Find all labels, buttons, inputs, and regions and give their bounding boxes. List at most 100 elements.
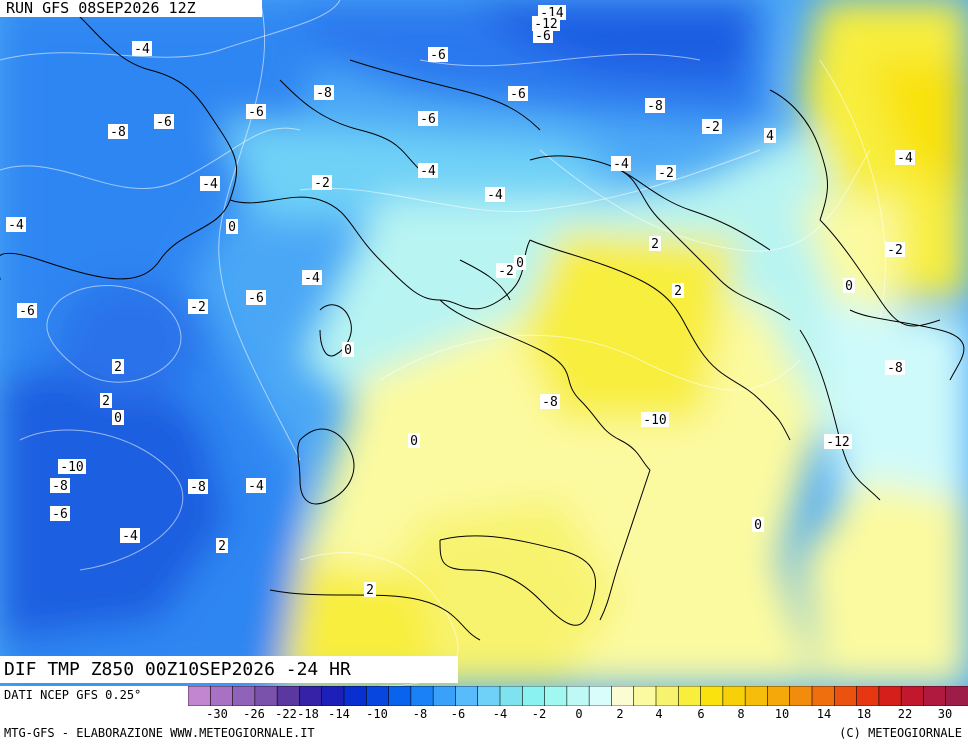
- label-text: -6: [52, 507, 68, 522]
- label-background: [246, 478, 266, 493]
- label-text: -4: [897, 151, 913, 166]
- contour-label: -8: [188, 479, 208, 495]
- legend-swatch: [945, 686, 968, 706]
- contour-label: -2: [702, 119, 722, 135]
- label-background: [752, 517, 764, 532]
- label-text: 4: [766, 129, 774, 144]
- label-background: [302, 270, 322, 285]
- contour-label: -6: [418, 111, 438, 127]
- label-text: -2: [190, 300, 206, 315]
- label-text: -2: [314, 176, 330, 191]
- color-legend: [188, 686, 968, 706]
- label-text: -6: [248, 105, 264, 120]
- label-background: [314, 85, 334, 100]
- contour-label: -2: [656, 165, 676, 181]
- contour-label: -4: [895, 150, 915, 166]
- legend-tick: 22: [897, 707, 913, 721]
- label-background: [656, 165, 676, 180]
- contour-label: -6: [246, 104, 266, 120]
- label-background: [188, 299, 208, 314]
- contour-label: 4: [764, 128, 776, 144]
- contour-label: -4: [485, 187, 505, 203]
- contour-label: -8: [540, 394, 560, 410]
- contour-label: -8: [645, 98, 665, 114]
- legend-swatch: [477, 686, 501, 706]
- label-background: [120, 528, 140, 543]
- label-background: [408, 433, 420, 448]
- legend-swatch: [878, 686, 902, 706]
- label-background: [418, 111, 438, 126]
- label-background: [418, 163, 438, 178]
- legend-swatch: [432, 686, 457, 706]
- contour-label: -10: [641, 412, 669, 428]
- contour-label: -12: [824, 434, 852, 450]
- legend-tick: -14: [328, 707, 350, 721]
- label-background: [200, 176, 220, 191]
- label-background: [533, 28, 553, 43]
- label-text: -4: [134, 42, 150, 57]
- legend-swatch: [744, 686, 769, 706]
- label-text: 0: [516, 256, 524, 271]
- legend-swatch: [232, 686, 256, 706]
- label-background: [885, 242, 905, 257]
- contour-label: -10: [58, 459, 86, 475]
- contour-label: -6: [154, 114, 174, 130]
- label-background: [672, 283, 684, 298]
- label-text: -2: [658, 166, 674, 181]
- label-text: 2: [366, 583, 374, 598]
- contour-label: -4: [120, 528, 140, 544]
- label-text: -8: [647, 99, 663, 114]
- contour-label: -8: [885, 360, 905, 376]
- legend-swatch: [811, 686, 836, 706]
- label-text: 0: [754, 518, 762, 533]
- legend-swatch: [544, 686, 568, 706]
- temperature-difference-map: -14-12-6-4 -6-8 -6-8-6-8-6 -6-24-4-4-4-4 -2-…: [0, 0, 968, 686]
- label-background: [112, 410, 124, 425]
- label-background: [100, 393, 112, 408]
- legend-swatch: [365, 686, 390, 706]
- legend-tick: 8: [737, 707, 745, 721]
- legend-tick: 0: [575, 707, 583, 721]
- contour-lines: [0, 0, 886, 686]
- contour-value-labels: -14-12-6-4 -6-8 -6-8-6-8-6 -6-24-4-4-4-4 -2-…: [6, 5, 915, 598]
- legend-swatch: [188, 686, 212, 706]
- label-text: -4: [8, 218, 24, 233]
- legend-tick: -30: [206, 707, 228, 721]
- legend-swatch: [923, 686, 947, 706]
- label-text: -8: [316, 86, 332, 101]
- contour-label: -8: [314, 85, 334, 101]
- contour-label: 0: [408, 433, 420, 449]
- contour-label: 2: [112, 359, 124, 375]
- legend-swatch: [700, 686, 724, 706]
- label-text: 0: [845, 279, 853, 294]
- legend-tick: -26: [243, 707, 265, 721]
- contour-label: 0: [112, 410, 124, 426]
- legend-swatch: [276, 686, 301, 706]
- label-background: [364, 582, 376, 597]
- contour-label: -4: [246, 478, 266, 494]
- label-background: [702, 119, 722, 134]
- label-text: 2: [102, 394, 110, 409]
- legend-swatch: [455, 686, 479, 706]
- label-background: [246, 104, 266, 119]
- label-background: [216, 538, 228, 553]
- label-background: [496, 263, 516, 278]
- label-text: -12: [826, 435, 849, 450]
- legend-tick: 30: [937, 707, 953, 721]
- contour-label: -6: [428, 47, 448, 63]
- label-text: 0: [344, 343, 352, 358]
- legend-tick: -4: [492, 707, 508, 721]
- contour-label: -8: [50, 478, 70, 494]
- label-background: [154, 114, 174, 129]
- label-text: -4: [420, 164, 436, 179]
- contour-label: -6: [246, 290, 266, 306]
- legend-tick: -22: [275, 707, 297, 721]
- contour-label: 2: [649, 236, 661, 252]
- label-text: -8: [542, 395, 558, 410]
- label-text: -6: [156, 115, 172, 130]
- color-field: [0, 0, 968, 686]
- label-text: 0: [228, 220, 236, 235]
- label-text: -8: [887, 361, 903, 376]
- legend-swatch: [611, 686, 635, 706]
- label-background: [132, 41, 152, 56]
